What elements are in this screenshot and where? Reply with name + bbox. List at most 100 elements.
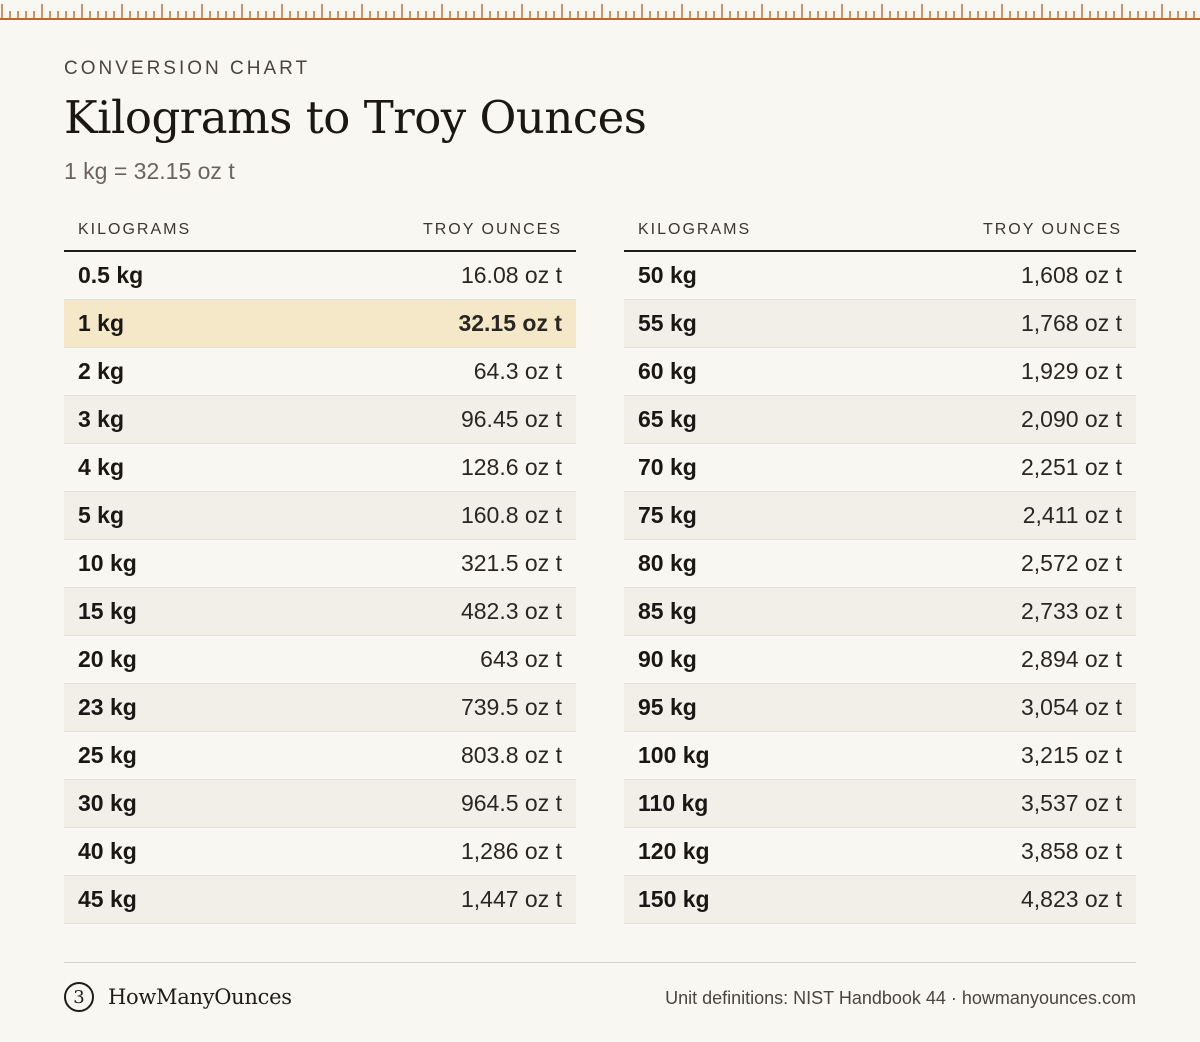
troy-ounces-value: 64.3 oz t [473,358,562,384]
troy-ounces-value: 643 oz t [480,646,562,672]
kilograms-value: 90 kg [638,646,697,672]
table-row: 60 kg 1,929 oz t [624,348,1136,396]
troy-ounces-value: 3,537 oz t [1020,790,1122,816]
troy-ounces-value: 964.5 oz t [460,790,562,816]
troy-ounces-value: 4,823 oz t [1020,886,1122,912]
troy-ounces-value: 2,411 oz t [1022,502,1122,528]
ruler-decoration [0,0,1200,24]
table-row: 70 kg 2,251 oz t [624,444,1136,492]
kilograms-value: 1 kg [78,310,125,336]
kilograms-value: 65 kg [638,406,697,432]
kilograms-value: 4 kg [78,454,125,480]
kilograms-value: 5 kg [78,502,125,528]
conversion-table-right: KILOGRAMS TROY OUNCES 50 kg 1,608 oz t 55 … [624,210,1136,924]
troy-ounces-value: 96.45 oz t [460,406,562,432]
troy-ounces-value: 1,608 oz t [1020,262,1122,288]
table-row: 90 kg 2,894 oz t [624,636,1136,684]
kilograms-value: 70 kg [638,454,697,480]
table-row: 1 kg 32.15 oz t [64,300,576,348]
kilograms-value: 50 kg [638,262,697,288]
table-row: 80 kg 2,572 oz t [624,540,1136,588]
table-row: 10 kg 321.5 oz t [64,540,576,588]
kilograms-value: 40 kg [78,838,137,864]
column-header-kilograms: KILOGRAMS [78,221,192,238]
table-row: 2 kg 64.3 oz t [64,348,576,396]
troy-ounces-value: 321.5 oz t [460,550,562,576]
kilograms-value: 0.5 kg [78,262,144,288]
kilograms-value: 120 kg [638,838,710,864]
kilograms-value: 20 kg [78,646,137,672]
troy-ounces-value: 128.6 oz t [460,454,562,480]
troy-ounces-value: 3,858 oz t [1020,838,1122,864]
table-row: 30 kg 964.5 oz t [64,780,576,828]
kilograms-value: 15 kg [78,598,137,624]
table-header: KILOGRAMS TROY OUNCES [624,210,1136,252]
troy-ounces-value: 1,286 oz t [460,838,562,864]
table-row: 85 kg 2,733 oz t [624,588,1136,636]
table-row: 110 kg 3,537 oz t [624,780,1136,828]
troy-ounces-value: 2,251 oz t [1020,454,1122,480]
table-row: 45 kg 1,447 oz t [64,876,576,924]
table-row: 95 kg 3,054 oz t [624,684,1136,732]
troy-ounces-value: 1,929 oz t [1020,358,1122,384]
troy-ounces-value: 1,768 oz t [1020,310,1122,336]
table-row: 20 kg 643 oz t [64,636,576,684]
kilograms-value: 45 kg [78,886,137,912]
table-row: 0.5 kg 16.08 oz t [64,252,576,300]
footer-divider [64,962,1136,963]
page-subtitle: 1 kg = 32.15 oz t [64,158,235,184]
column-header-kilograms: KILOGRAMS [638,221,752,238]
table-row: 75 kg 2,411 oz t [624,492,1136,540]
kilograms-value: 85 kg [638,598,697,624]
table-row: 15 kg 482.3 oz t [64,588,576,636]
troy-ounces-value: 803.8 oz t [460,742,562,768]
troy-ounces-value: 2,733 oz t [1020,598,1122,624]
brand-name: HowManyOunces [108,985,292,1009]
kilograms-value: 3 kg [78,406,125,432]
column-header-troy-ounces: TROY OUNCES [982,221,1122,238]
troy-ounces-value: 16.08 oz t [460,262,562,288]
table-row: 120 kg 3,858 oz t [624,828,1136,876]
kilograms-value: 60 kg [638,358,697,384]
troy-ounces-value: 739.5 oz t [460,694,562,720]
table-body: 50 kg 1,608 oz t 55 kg 1,768 oz t 60 kg 1,929… [624,252,1136,924]
table-row: 65 kg 2,090 oz t [624,396,1136,444]
table-row: 50 kg 1,608 oz t [624,252,1136,300]
table-row: 55 kg 1,768 oz t [624,300,1136,348]
kilograms-value: 2 kg [78,358,125,384]
table-row: 25 kg 803.8 oz t [64,732,576,780]
kilograms-value: 100 kg [638,742,710,768]
table-row: 23 kg 739.5 oz t [64,684,576,732]
table-header: KILOGRAMS TROY OUNCES [64,210,576,252]
eyebrow-label: CONVERSION CHART [64,58,311,79]
troy-ounces-value: 3,054 oz t [1020,694,1122,720]
troy-ounces-value: 3,215 oz t [1020,742,1122,768]
kilograms-value: 23 kg [78,694,137,720]
table-row: 150 kg 4,823 oz t [624,876,1136,924]
kilograms-value: 30 kg [78,790,137,816]
table-row: 100 kg 3,215 oz t [624,732,1136,780]
troy-ounces-value: 2,572 oz t [1020,550,1122,576]
ruler-ticks-svg [0,4,1200,20]
troy-ounces-value: 160.8 oz t [460,502,562,528]
table-body: 0.5 kg 16.08 oz t 1 kg 32.15 oz t 2 kg 64.3 o… [64,252,576,924]
troy-ounces-value: 482.3 oz t [460,598,562,624]
page-title: Kilograms to Troy Ounces [64,91,647,144]
table-row: 40 kg 1,286 oz t [64,828,576,876]
troy-ounces-value: 2,894 oz t [1020,646,1122,672]
kilograms-value: 80 kg [638,550,697,576]
kilograms-value: 75 kg [638,502,697,528]
kilograms-value: 150 kg [638,886,710,912]
troy-ounces-value: 2,090 oz t [1020,406,1122,432]
kilograms-value: 55 kg [638,310,697,336]
footer-note: Unit definitions: NIST Handbook 44 · how… [665,988,1136,1008]
troy-ounces-value: 32.15 oz t [458,310,562,336]
kilograms-value: 25 kg [78,742,137,768]
kilograms-value: 95 kg [638,694,697,720]
column-header-troy-ounces: TROY OUNCES [422,221,562,238]
table-row: 3 kg 96.45 oz t [64,396,576,444]
kilograms-value: 110 kg [638,790,709,816]
brand-logo: 3 HowManyOunces [64,982,292,1012]
kilograms-value: 10 kg [78,550,137,576]
conversion-table-left: KILOGRAMS TROY OUNCES 0.5 kg 16.08 oz t 1 … [64,210,576,924]
